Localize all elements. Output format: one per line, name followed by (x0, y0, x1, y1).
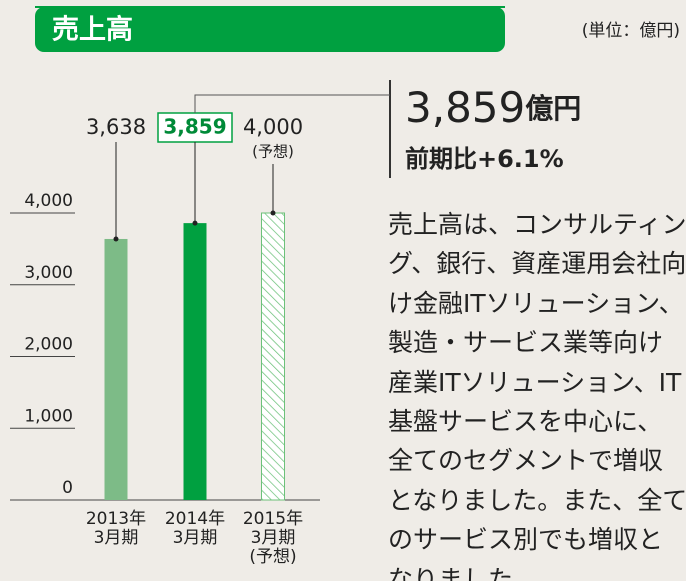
description-line: となりました。また、全て (388, 485, 686, 515)
y-tick-label: 4,000 (24, 191, 73, 211)
headline-unit: 億円 (525, 92, 581, 125)
headline-number: 3,859 (405, 83, 525, 132)
value-label: 3,638 (86, 115, 146, 139)
y-tick-label: 3,000 (24, 263, 73, 283)
header-bar (35, 7, 505, 52)
y-tick-label: 1,000 (24, 406, 73, 426)
description-line: なりました。 (388, 564, 539, 581)
description-line: 製造・サービス業等向け (388, 328, 664, 358)
bar (104, 238, 128, 500)
bar (183, 223, 207, 500)
value-box (157, 112, 233, 143)
leader-dot (192, 220, 198, 226)
description: 売上高は、コンサルティン グ、銀行、資産運用会社向 け金融ITソリューション、 製造・… (388, 205, 686, 581)
description-line: 基盤サービスを中心に、 (388, 407, 663, 437)
bar (261, 212, 285, 501)
description-line: 全てのセグメントで増収 (388, 446, 664, 476)
y-tick-label: 0 (62, 478, 73, 498)
description-line: 売上高は、コンサルティン (388, 210, 686, 239)
x-tick-label: 2014年 3月期 (164, 509, 226, 548)
unit-label: (単位：億円) (582, 21, 680, 41)
connector (194, 94, 390, 113)
leader-dot (113, 236, 119, 242)
description-line: グ、銀行、資産運用会社向 (388, 249, 686, 279)
chart-title: 売上高 (52, 14, 133, 46)
x-tick-label: 2015年 3月期 (予想) (242, 509, 304, 567)
leader-dot (270, 210, 276, 216)
x-tick-label: 2013年 3月期 (85, 509, 147, 548)
y-tick-label: 2,000 (24, 335, 73, 355)
value-label: 3,859 (163, 115, 226, 139)
headline-value: 3,859億円 (405, 83, 581, 132)
headline-change: 前期比+6.1% (405, 145, 564, 173)
description-line: のサービス別でも増収と (388, 525, 664, 555)
description-line: け金融ITソリューション、 (388, 288, 684, 318)
value-note: (予想) (252, 143, 294, 161)
description-line: 産業ITソリューション、IT (388, 367, 682, 397)
value-label: 4,000 (243, 115, 303, 139)
